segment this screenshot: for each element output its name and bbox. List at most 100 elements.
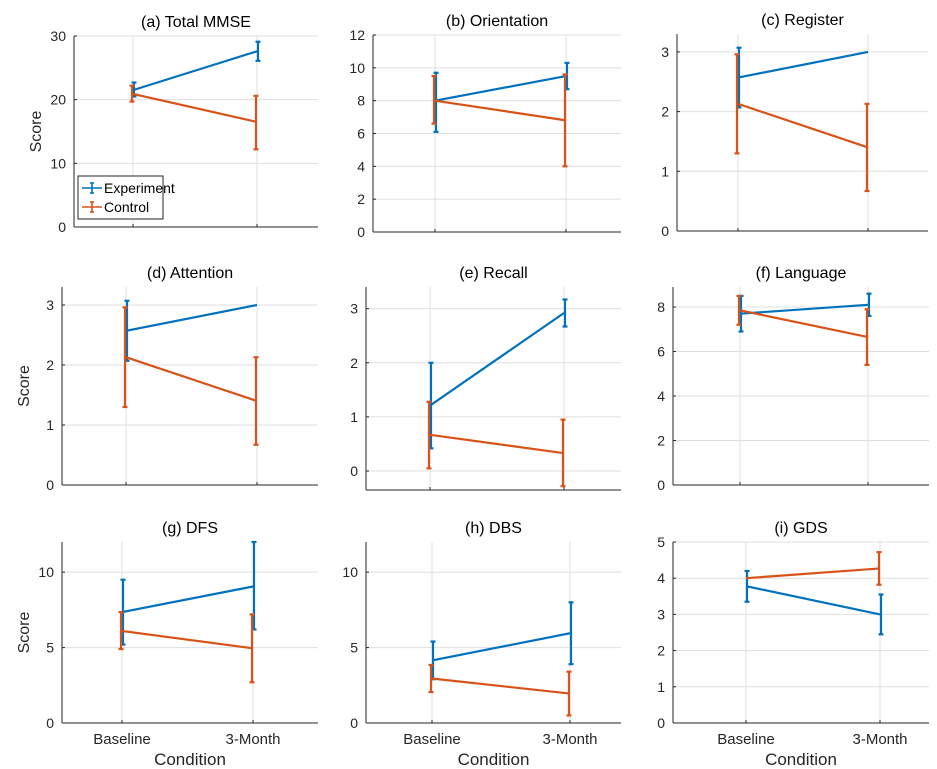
legend-label: Experiment [104, 180, 175, 196]
y-axis-label: Score [16, 365, 33, 407]
series-line [431, 632, 571, 662]
y-axis-label: Score [16, 612, 33, 654]
series-line [132, 50, 258, 92]
y-tick-label: 20 [50, 92, 66, 108]
chart-panel: 0 2 4 6 8 10 12 (b) Orientation [349, 13, 621, 240]
chart-title: (f) Language [756, 265, 847, 282]
x-axis-label: Condition [765, 750, 837, 769]
y-tick-label: 3 [657, 606, 665, 622]
series-line [121, 629, 254, 650]
chart-title: (d) Attention [147, 265, 233, 282]
chart-title: (a) Total MMSE [141, 14, 251, 31]
y-tick-label: 0 [58, 219, 66, 235]
y-tick-label: 2 [350, 355, 358, 371]
series-line [745, 585, 881, 616]
chart-title: (b) Orientation [446, 13, 548, 30]
y-tick-label: 10 [50, 155, 66, 171]
series-experiment [430, 601, 574, 681]
y-tick-label: 4 [357, 158, 365, 174]
legend-item: Experiment [82, 180, 175, 196]
series-experiment [124, 299, 258, 362]
y-tick-label: 1 [350, 409, 358, 425]
chart-title: (g) DFS [162, 520, 218, 537]
chart-panel: 0 2 4 6 8 (f) Language [657, 265, 929, 493]
y-tick-label: 2 [661, 104, 669, 120]
series-experiment [744, 569, 884, 636]
chart-panel: 0 10 20 30 (a) Total MMSE Score Experiment Cont… [28, 14, 318, 235]
y-tick-label: 5 [350, 640, 358, 656]
series-experiment [738, 292, 872, 333]
chart-panel: 0 5 10 Baseline 3-Month (g) DFS Score Condition [16, 520, 318, 769]
series-line [429, 433, 565, 455]
y-tick-label: 10 [342, 564, 358, 580]
y-tick-label: 0 [350, 715, 358, 731]
series-control [129, 84, 259, 151]
legend-item: Control [82, 199, 149, 215]
series-line [434, 74, 567, 102]
series-line [125, 356, 258, 403]
y-tick-label: 30 [50, 28, 66, 44]
chart-panel: 0 1 2 3 (d) Attention Score [16, 265, 318, 493]
series-line [132, 92, 258, 124]
series-line [745, 567, 881, 580]
y-tick-label: 1 [46, 417, 54, 433]
y-tick-label: 12 [349, 27, 365, 43]
y-tick-label: 3 [350, 301, 358, 317]
legend-label: Control [104, 199, 149, 215]
series-line [737, 50, 869, 79]
series-experiment [131, 40, 261, 98]
series-control [118, 611, 255, 684]
series-control [428, 663, 572, 717]
y-tick-label: 4 [657, 570, 665, 586]
y-tick-label: 0 [657, 477, 665, 493]
series-control [734, 53, 870, 193]
chart-title: (e) Recall [459, 265, 527, 282]
y-tick-label: 2 [357, 191, 365, 207]
x-tick-label: 3-Month [225, 731, 280, 748]
series-control [122, 306, 259, 446]
series-line [434, 99, 567, 122]
x-axis-label: Condition [154, 750, 226, 769]
series-line [125, 303, 258, 332]
series-control [426, 400, 566, 488]
y-tick-label: 0 [357, 224, 365, 240]
series-experiment [736, 46, 869, 109]
series-line [739, 303, 869, 315]
y-tick-label: 0 [657, 715, 665, 731]
y-axis-label: Score [28, 111, 45, 153]
chart-panel: 0 1 2 3 (c) Register [661, 12, 928, 239]
y-tick-label: 2 [657, 433, 665, 449]
y-tick-label: 8 [357, 93, 365, 109]
y-tick-label: 6 [357, 126, 365, 142]
series-line [739, 309, 869, 339]
y-tick-label: 2 [657, 643, 665, 659]
x-axis-label: Condition [458, 750, 530, 769]
y-tick-label: 10 [349, 60, 365, 76]
series-experiment [428, 298, 568, 450]
chart-title: (i) GDS [774, 520, 827, 537]
y-tick-label: 6 [657, 344, 665, 360]
chart-title: (h) DBS [465, 520, 522, 537]
series-control [736, 294, 870, 366]
y-tick-label: 0 [46, 477, 54, 493]
x-tick-label: Baseline [93, 731, 151, 748]
x-tick-label: 3-Month [852, 731, 907, 748]
series-control [745, 551, 882, 586]
chart-panel: 0 1 2 3 4 5 Baseline 3-Month (i) GDS Condition [657, 520, 929, 769]
chart-panel: 0 5 10 Baseline 3-Month (h) DBS Condition [342, 520, 621, 769]
series-line [429, 312, 565, 407]
series-line [737, 102, 869, 149]
y-tick-label: 3 [661, 44, 669, 60]
y-tick-label: 2 [46, 357, 54, 373]
chart-panel: 0 1 2 3 (e) Recall [350, 265, 621, 491]
x-tick-label: Baseline [717, 731, 775, 748]
y-tick-label: 1 [657, 679, 665, 695]
y-tick-label: 0 [350, 463, 358, 479]
y-tick-label: 4 [657, 388, 665, 404]
series-control [431, 73, 568, 168]
chart-title: (c) Register [761, 12, 844, 29]
y-tick-label: 8 [657, 299, 665, 315]
series-line [121, 585, 254, 614]
y-tick-label: 5 [46, 640, 54, 656]
